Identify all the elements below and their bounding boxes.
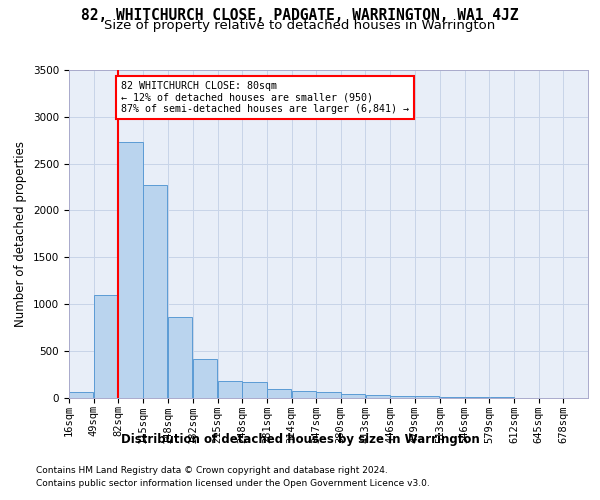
Text: Contains HM Land Registry data © Crown copyright and database right 2024.: Contains HM Land Registry data © Crown c… xyxy=(36,466,388,475)
Bar xyxy=(390,396,415,398)
Bar xyxy=(267,388,292,398)
Bar xyxy=(242,382,267,398)
Bar xyxy=(193,359,217,398)
Y-axis label: Number of detached properties: Number of detached properties xyxy=(14,141,28,327)
Bar xyxy=(118,142,143,398)
Bar xyxy=(218,381,242,398)
Bar xyxy=(365,395,390,398)
Bar xyxy=(415,396,439,398)
Text: 82 WHITCHURCH CLOSE: 80sqm
← 12% of detached houses are smaller (950)
87% of sem: 82 WHITCHURCH CLOSE: 80sqm ← 12% of deta… xyxy=(121,81,409,114)
Text: Contains public sector information licensed under the Open Government Licence v3: Contains public sector information licen… xyxy=(36,479,430,488)
Text: Size of property relative to detached houses in Warrington: Size of property relative to detached ho… xyxy=(104,19,496,32)
Bar xyxy=(69,392,94,398)
Bar xyxy=(292,392,316,398)
Bar xyxy=(143,185,167,398)
Text: Distribution of detached houses by size in Warrington: Distribution of detached houses by size … xyxy=(121,432,479,446)
Text: 82, WHITCHURCH CLOSE, PADGATE, WARRINGTON, WA1 4JZ: 82, WHITCHURCH CLOSE, PADGATE, WARRINGTO… xyxy=(81,8,519,22)
Bar xyxy=(316,392,341,398)
Bar xyxy=(94,294,118,398)
Bar xyxy=(168,317,192,398)
Bar xyxy=(341,394,365,398)
